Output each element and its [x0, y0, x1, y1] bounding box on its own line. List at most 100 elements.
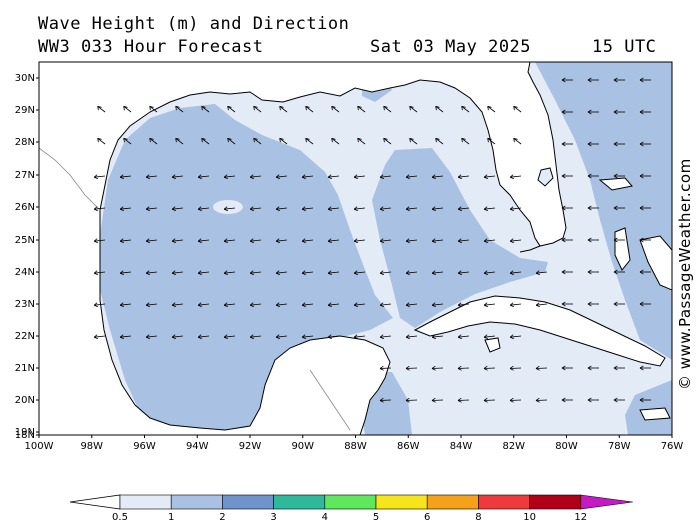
wave-arrow	[510, 303, 522, 306]
wave-arrow-head	[175, 138, 177, 143]
wave-arrow-head	[405, 206, 410, 210]
wave-arrow-head	[353, 272, 358, 276]
wave-arrow-head	[457, 206, 462, 210]
lake-okeechobee	[537, 167, 554, 187]
wave-arrow-head	[613, 303, 618, 307]
wave-arrow-head	[587, 173, 592, 177]
wave-arrow-head	[197, 240, 202, 244]
wave-arrow-head	[509, 302, 514, 306]
wave-arrow-head	[561, 207, 566, 211]
wave-arrow-head	[223, 176, 228, 180]
wave-arrow	[354, 335, 366, 338]
wave-arrow-head	[561, 237, 566, 241]
wave-arrow-head	[145, 238, 150, 242]
wave-arrow-head	[353, 304, 358, 308]
legend-tick-label: 4	[322, 512, 328, 523]
wave-arrow-head	[639, 301, 644, 305]
wave-arrow-head	[197, 272, 202, 276]
axis-ticks: 100W 98W 96W 94W 92W 90W 88W 86W 84W 82W 80W 78W 76W…	[15, 73, 684, 452]
wave-arrow	[172, 271, 184, 274]
wave-arrow-head	[561, 109, 566, 113]
map-plot-area	[39, 62, 672, 435]
legend-tick-label: 10	[523, 512, 536, 523]
wave-arrow	[198, 271, 210, 274]
wave-arrow-head	[123, 138, 125, 143]
wave-arrow	[484, 303, 496, 306]
wave-arrow-head	[279, 138, 281, 143]
wave-arrow-head	[97, 138, 99, 143]
wave-direction-arrows	[93, 77, 651, 403]
wave-arrow-head	[509, 174, 514, 178]
wave-arrow	[302, 207, 314, 210]
legend-swatch	[273, 494, 326, 510]
wave-arrow	[380, 175, 392, 178]
wave-zone-west	[100, 104, 393, 435]
wave-arrow	[276, 271, 288, 274]
wave-arrow	[536, 303, 548, 306]
wave-arrow-head	[93, 208, 98, 212]
wave-arrow-head	[513, 137, 518, 140]
wave-arrow-head	[561, 79, 566, 83]
wave-arrow	[536, 271, 548, 274]
wave-arrow	[224, 271, 236, 274]
lat-tick-label: 26N	[15, 202, 35, 213]
wave-arrow-head	[509, 240, 514, 244]
wave-arrow-head	[561, 399, 566, 403]
wave-arrow-head	[223, 208, 228, 212]
wave-arrow-head	[431, 272, 436, 276]
wave-arrow	[435, 137, 444, 145]
wave-arrow-head	[461, 106, 463, 111]
wave-height-legend: 0.5 1 2 3 4 5 6 8 10 12	[69, 494, 633, 523]
wave-arrow	[458, 175, 470, 178]
wave-arrow-head	[613, 239, 618, 243]
wave-arrow	[510, 335, 522, 338]
wave-arrow-head	[487, 138, 489, 143]
legend-tick-label: 8	[475, 512, 481, 523]
wave-arrow-head	[249, 272, 254, 276]
wave-arrow	[510, 239, 522, 242]
wave-arrow	[227, 137, 236, 145]
wave-arrow	[250, 207, 262, 210]
wave-arrow-head	[587, 269, 592, 273]
wave-arrow-head	[93, 238, 98, 242]
wave-arrow-head	[535, 365, 540, 369]
wave-arrow-head	[405, 272, 410, 276]
lon-tick-label: 80W	[555, 441, 578, 452]
wave-arrow-head	[405, 368, 410, 371]
wave-arrow-head	[149, 106, 151, 111]
wave-arrow-head	[613, 109, 618, 113]
wave-arrow-head	[639, 367, 644, 371]
wave-arrow-head	[405, 365, 410, 369]
wave-arrow-head	[535, 397, 540, 401]
wave-arrow-head	[431, 336, 436, 340]
wave-arrow-head	[357, 105, 362, 108]
wave-arrow	[354, 303, 366, 306]
wave-arrow-head	[197, 176, 202, 180]
wave-arrow	[409, 137, 418, 145]
wave-arrow-head	[119, 336, 124, 340]
wave-arrow-head	[379, 365, 384, 369]
wave-arrow-head	[379, 400, 384, 403]
wave-arrow-head	[461, 105, 466, 108]
wave-arrow-head	[275, 240, 280, 244]
wave-arrow-head	[197, 334, 202, 338]
wave-arrow	[172, 303, 184, 306]
wave-arrow-head	[149, 137, 154, 140]
wave-arrow	[302, 175, 314, 178]
wave-arrow-head	[301, 206, 306, 210]
wave-arrow-head	[223, 302, 228, 306]
wave-arrow-head	[327, 208, 332, 212]
wave-arrow-head	[93, 272, 98, 276]
wave-arrow-head	[175, 105, 180, 108]
land-bahamas-1	[598, 177, 633, 191]
wave-arrow-head	[435, 106, 437, 111]
wave-arrow-head	[223, 206, 228, 210]
wave-arrow-head	[483, 334, 488, 338]
lon-tick-label: 94W	[186, 441, 209, 452]
wave-arrow-head	[587, 141, 592, 145]
wave-arrow-head	[587, 175, 592, 179]
wave-arrow-head	[483, 365, 488, 369]
wave-arrow-head	[457, 302, 462, 306]
wave-arrow	[513, 105, 522, 113]
wave-arrow-head	[119, 176, 124, 180]
